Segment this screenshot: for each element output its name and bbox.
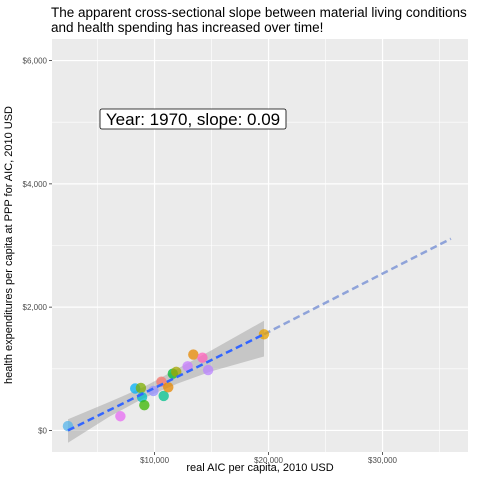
annotation-text: Year: 1970, slope: 0.09 bbox=[106, 110, 280, 129]
grid-major bbox=[52, 39, 468, 452]
data-point bbox=[182, 361, 193, 372]
x-tick-label: $20,000 bbox=[254, 456, 283, 465]
extension-line bbox=[263, 237, 452, 336]
data-point bbox=[258, 329, 270, 340]
chart-title-line-2: and health spending has increased over t… bbox=[51, 20, 323, 35]
data-point bbox=[188, 349, 199, 360]
data-point bbox=[139, 399, 150, 411]
grid-minor bbox=[52, 39, 468, 452]
data-point bbox=[171, 366, 182, 378]
annotation-box-frame bbox=[99, 108, 287, 130]
y-axis-title: health expenditures per capita at PPP fo… bbox=[3, 106, 15, 384]
y-tick-label: $6,000 bbox=[23, 57, 48, 66]
data-point bbox=[135, 382, 147, 394]
x-axis-title: real AIC per capita, 2010 USD bbox=[186, 462, 333, 474]
x-tick-label: $30,000 bbox=[368, 456, 397, 465]
fit-line bbox=[67, 333, 265, 432]
y-axis-ticks: $0 $2,000 $4,000 $6,000 bbox=[23, 57, 52, 435]
data-point bbox=[115, 411, 126, 422]
data-point bbox=[148, 385, 159, 397]
annotation-box: Year: 1970, slope: 0.09 bbox=[99, 108, 287, 130]
data-point bbox=[197, 352, 208, 363]
data-point bbox=[158, 390, 169, 402]
data-point bbox=[202, 364, 214, 376]
x-tick-label: $10,000 bbox=[140, 456, 169, 465]
data-points bbox=[62, 329, 270, 432]
y-tick-label: $4,000 bbox=[23, 180, 48, 189]
y-tick-label: $0 bbox=[38, 426, 47, 435]
data-point bbox=[163, 382, 174, 393]
x-axis-ticks: $10,000 $20,000 $30,000 bbox=[140, 452, 398, 465]
y-tick-label: $2,000 bbox=[23, 303, 48, 312]
chart-title-line-1: The apparent cross-sectional slope betwe… bbox=[51, 5, 467, 20]
